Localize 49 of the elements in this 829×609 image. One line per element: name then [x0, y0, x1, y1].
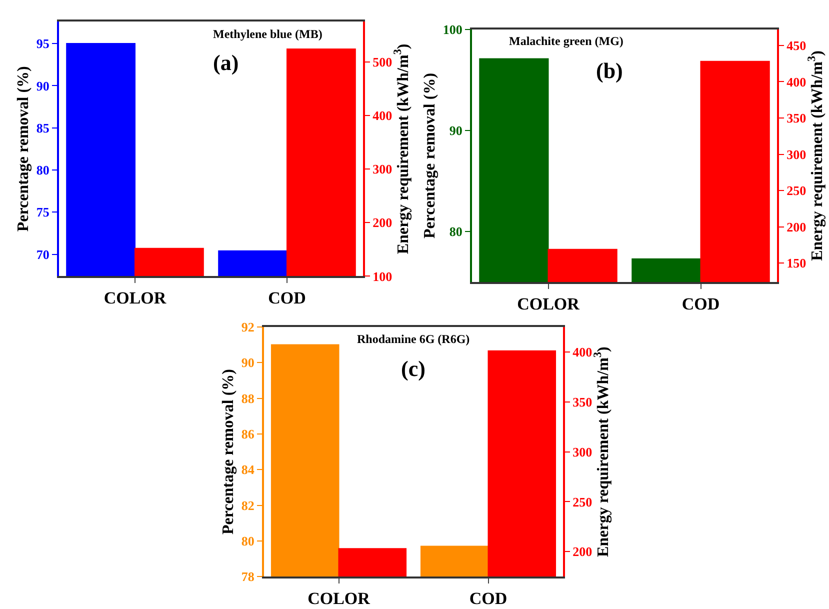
- y2-tick-label: 400: [572, 344, 592, 360]
- x-tick-label: COLOR: [308, 589, 371, 608]
- y2-tick-label: 350: [786, 110, 806, 126]
- y-tick-label: 84: [241, 462, 255, 478]
- y-tick-label: 88: [241, 390, 255, 406]
- y2-tick-label: 200: [572, 544, 592, 560]
- annotation: Methylene blue (MB): [213, 27, 322, 41]
- y-tick-label: 95: [36, 36, 50, 52]
- y-tick-label: 90: [449, 123, 462, 138]
- y2-tick-label: 150: [786, 256, 806, 271]
- y-tick-label: 80: [241, 533, 254, 548]
- y2-tick-label: 500: [372, 54, 392, 70]
- y-tick-label: 80: [449, 224, 462, 240]
- y-tick-label: 90: [36, 78, 50, 94]
- y-tick-label: 70: [36, 246, 50, 262]
- y-tick-label: 100: [442, 22, 462, 37]
- y2-tick-label: 300: [786, 146, 806, 162]
- x-tick-label: COD: [682, 294, 720, 314]
- y2-tick-label: 250: [572, 494, 592, 510]
- y-axis-title: Percentage removal (%): [220, 368, 237, 535]
- annotation: Rhodamine 6G (R6G): [357, 332, 470, 346]
- annotation: Malachite green (MG): [509, 34, 624, 48]
- y-tick-label: 75: [36, 204, 50, 220]
- annotation: (a): [213, 50, 239, 75]
- y2-tick-label: 300: [572, 444, 592, 460]
- y-tick-label: 82: [241, 498, 254, 513]
- y-tick-label: 85: [36, 120, 50, 136]
- y2-tick-label: 400: [372, 108, 392, 123]
- y2-tick-label: 300: [372, 162, 392, 177]
- y-tick-label: 86: [241, 426, 255, 442]
- annotation: (c): [401, 356, 426, 381]
- y-tick-label: 90: [241, 355, 254, 370]
- y-tick-label: 80: [36, 162, 50, 178]
- y2-tick-label: 450: [786, 38, 806, 53]
- x-tick-label: COLOR: [517, 294, 580, 314]
- y2-tick-label: 350: [572, 394, 592, 410]
- y-axis-title: Percentage removal (%): [14, 66, 32, 232]
- y-tick-label: 78: [241, 569, 255, 584]
- y2-tick-label: 250: [786, 183, 806, 198]
- x-tick-label: COLOR: [104, 288, 167, 308]
- y-axis-title: Percentage removal (%): [421, 72, 438, 239]
- y2-tick-label: 100: [372, 268, 392, 284]
- x-tick-label: COD: [268, 288, 306, 308]
- y2-tick-label: 200: [372, 215, 392, 230]
- y2-tick-label: 400: [786, 74, 806, 90]
- y2-tick-label: 200: [786, 219, 806, 234]
- y-tick-label: 92: [241, 319, 254, 334]
- x-tick-label: COD: [469, 589, 508, 608]
- annotation: (b): [596, 58, 623, 83]
